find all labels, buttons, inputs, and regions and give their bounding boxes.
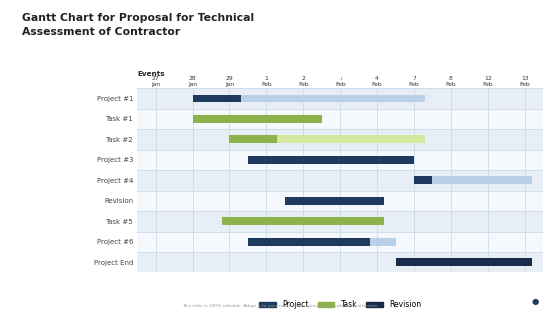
Bar (137, 211, 543, 232)
Bar (230, 135, 277, 143)
Bar (395, 258, 532, 266)
Bar (370, 238, 395, 246)
Bar (222, 217, 385, 225)
Bar (137, 129, 543, 150)
Text: This slide is 100% editable. Adapt it to your needs and capture your audience's : This slide is 100% editable. Adapt it to… (181, 304, 379, 308)
Bar (137, 232, 543, 252)
Bar (193, 115, 322, 123)
Bar (137, 150, 543, 170)
Legend: Project, Task, Revision: Project, Task, Revision (259, 300, 421, 309)
Bar (277, 135, 425, 143)
Bar (248, 156, 414, 164)
Bar (432, 176, 532, 184)
Bar (285, 197, 385, 205)
Bar (137, 109, 543, 129)
Text: Events: Events (137, 71, 165, 77)
Bar (137, 191, 543, 211)
Bar (241, 94, 425, 102)
Bar (137, 252, 543, 272)
Bar (248, 238, 370, 246)
Text: Dates: Dates (325, 74, 355, 83)
Bar (137, 88, 543, 109)
Bar (193, 94, 241, 102)
Bar (137, 170, 543, 191)
Text: Gantt Chart for Proposal for Technical
Assessment of Contractor: Gantt Chart for Proposal for Technical A… (22, 13, 255, 37)
Text: ●: ● (531, 297, 538, 306)
Bar (414, 176, 432, 184)
